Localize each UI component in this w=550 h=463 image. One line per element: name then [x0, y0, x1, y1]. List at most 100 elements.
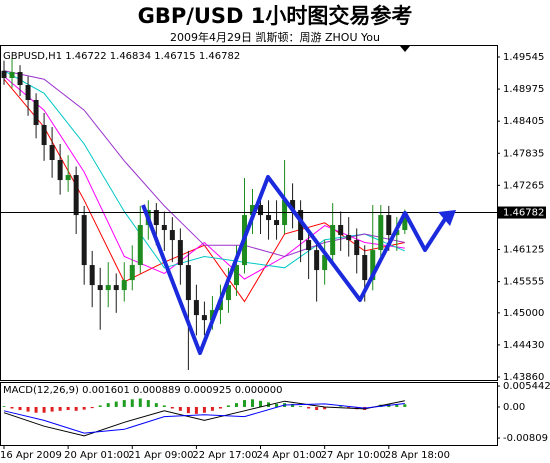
price-label: 1.46782	[503, 208, 544, 219]
macd-frame	[0, 382, 498, 446]
candle-body	[177, 240, 183, 266]
macd-bar	[170, 406, 174, 409]
macd-bar	[251, 399, 255, 407]
candle-body	[113, 285, 119, 291]
line-series	[3, 70, 405, 258]
y-tick-label: 0.00	[503, 402, 525, 413]
candle-body	[129, 265, 135, 281]
macd-bar	[275, 403, 279, 407]
macd-bar	[50, 406, 54, 412]
line-series	[3, 400, 405, 437]
macd-bar	[162, 405, 166, 407]
y-tick-label: 1.43860	[503, 372, 544, 383]
macd-bar	[307, 406, 311, 409]
macd-bar	[82, 406, 86, 410]
x-tick-label: 28 Apr 18:00	[385, 450, 450, 461]
x-tick-label: 24 Apr 01:00	[257, 450, 322, 461]
macd-bar	[339, 406, 343, 407]
candle-body	[233, 265, 239, 286]
candle-body	[209, 310, 215, 321]
y-tick-label: 1.45000	[503, 308, 544, 319]
macd-bar	[18, 406, 22, 411]
candle-body	[65, 175, 71, 181]
y-tick-label: 1.47265	[503, 180, 544, 191]
candle-body	[250, 205, 256, 216]
zigzag-annotation	[141, 175, 449, 355]
y-tick-label: 0.005442	[503, 381, 550, 392]
arrow-head	[438, 210, 456, 226]
macd-bar	[74, 406, 78, 411]
candle-body	[225, 285, 231, 301]
macd-bar	[98, 405, 102, 407]
candle-body	[354, 240, 360, 256]
macd-bar	[154, 403, 158, 407]
candle-body	[33, 99, 39, 125]
candle-body	[402, 212, 408, 231]
candle-body	[41, 124, 47, 146]
candle-body	[49, 145, 55, 161]
candle-body	[386, 215, 392, 236]
macd-bar	[299, 406, 303, 407]
candle-body	[306, 240, 312, 251]
y-tick-label: 1.46125	[503, 245, 544, 256]
x-tick-label: 27 Apr 10:00	[321, 450, 386, 461]
macd-bar	[202, 406, 206, 413]
candle-body	[105, 285, 111, 291]
macd-bar	[146, 400, 150, 407]
candle-body	[378, 215, 384, 251]
candle-body	[25, 85, 31, 100]
x-tick-label: 22 Apr 17:00	[192, 450, 257, 461]
macd-bar	[403, 404, 407, 407]
macd-bar	[106, 403, 110, 407]
chart-subtitle: 2009年4月29日 凯斯顿：周游 ZHOU You	[170, 30, 380, 44]
candle-body	[193, 300, 199, 316]
candle-body	[322, 255, 328, 271]
candle-body	[137, 225, 143, 266]
candle-body	[362, 255, 368, 281]
macd-bar	[138, 398, 142, 407]
candle-body	[169, 230, 175, 241]
macd-bar	[291, 403, 295, 407]
candle-body	[201, 315, 207, 321]
candle-body	[346, 235, 352, 241]
macd-label: MACD(12,26,9) 0.001601 0.000889 0.000925…	[3, 385, 283, 396]
macd-bar	[395, 404, 399, 407]
macd-bar	[347, 406, 351, 408]
macd-bar	[210, 406, 214, 411]
candle-body	[258, 205, 264, 216]
macd-bar	[10, 406, 14, 409]
candle-body	[121, 280, 127, 291]
candle-body	[89, 265, 95, 286]
macd-bar	[66, 406, 70, 411]
candle-body	[274, 220, 280, 226]
y-tick-label: 1.44430	[503, 340, 544, 351]
candle-body	[370, 250, 376, 281]
candle-body	[185, 265, 191, 301]
macd-bar	[42, 406, 46, 413]
chart-title: GBP/USD 1小时图交易参考	[138, 4, 413, 28]
macd-bar	[259, 400, 263, 407]
price-box	[498, 206, 546, 219]
line-series	[3, 76, 405, 280]
candle-body	[290, 200, 296, 211]
candle-body	[17, 72, 23, 86]
macd-bar	[226, 405, 230, 407]
candle-body	[1, 70, 7, 78]
macd-bar	[58, 406, 62, 411]
candle-body	[314, 250, 320, 271]
y-tick-label: -0.00809	[503, 433, 548, 444]
candle-body	[81, 215, 87, 266]
macd-bar	[90, 406, 94, 409]
macd-bar	[234, 403, 238, 407]
macd-bar	[323, 406, 327, 410]
macd-bar	[218, 406, 222, 409]
x-tick-label: 20 Apr 01:00	[64, 450, 129, 461]
macd-bar	[315, 406, 319, 411]
macd-bar	[186, 406, 190, 414]
candle-body	[161, 225, 167, 231]
macd-bar	[178, 406, 182, 411]
macd-bar	[2, 406, 6, 407]
candle-body	[298, 210, 304, 241]
